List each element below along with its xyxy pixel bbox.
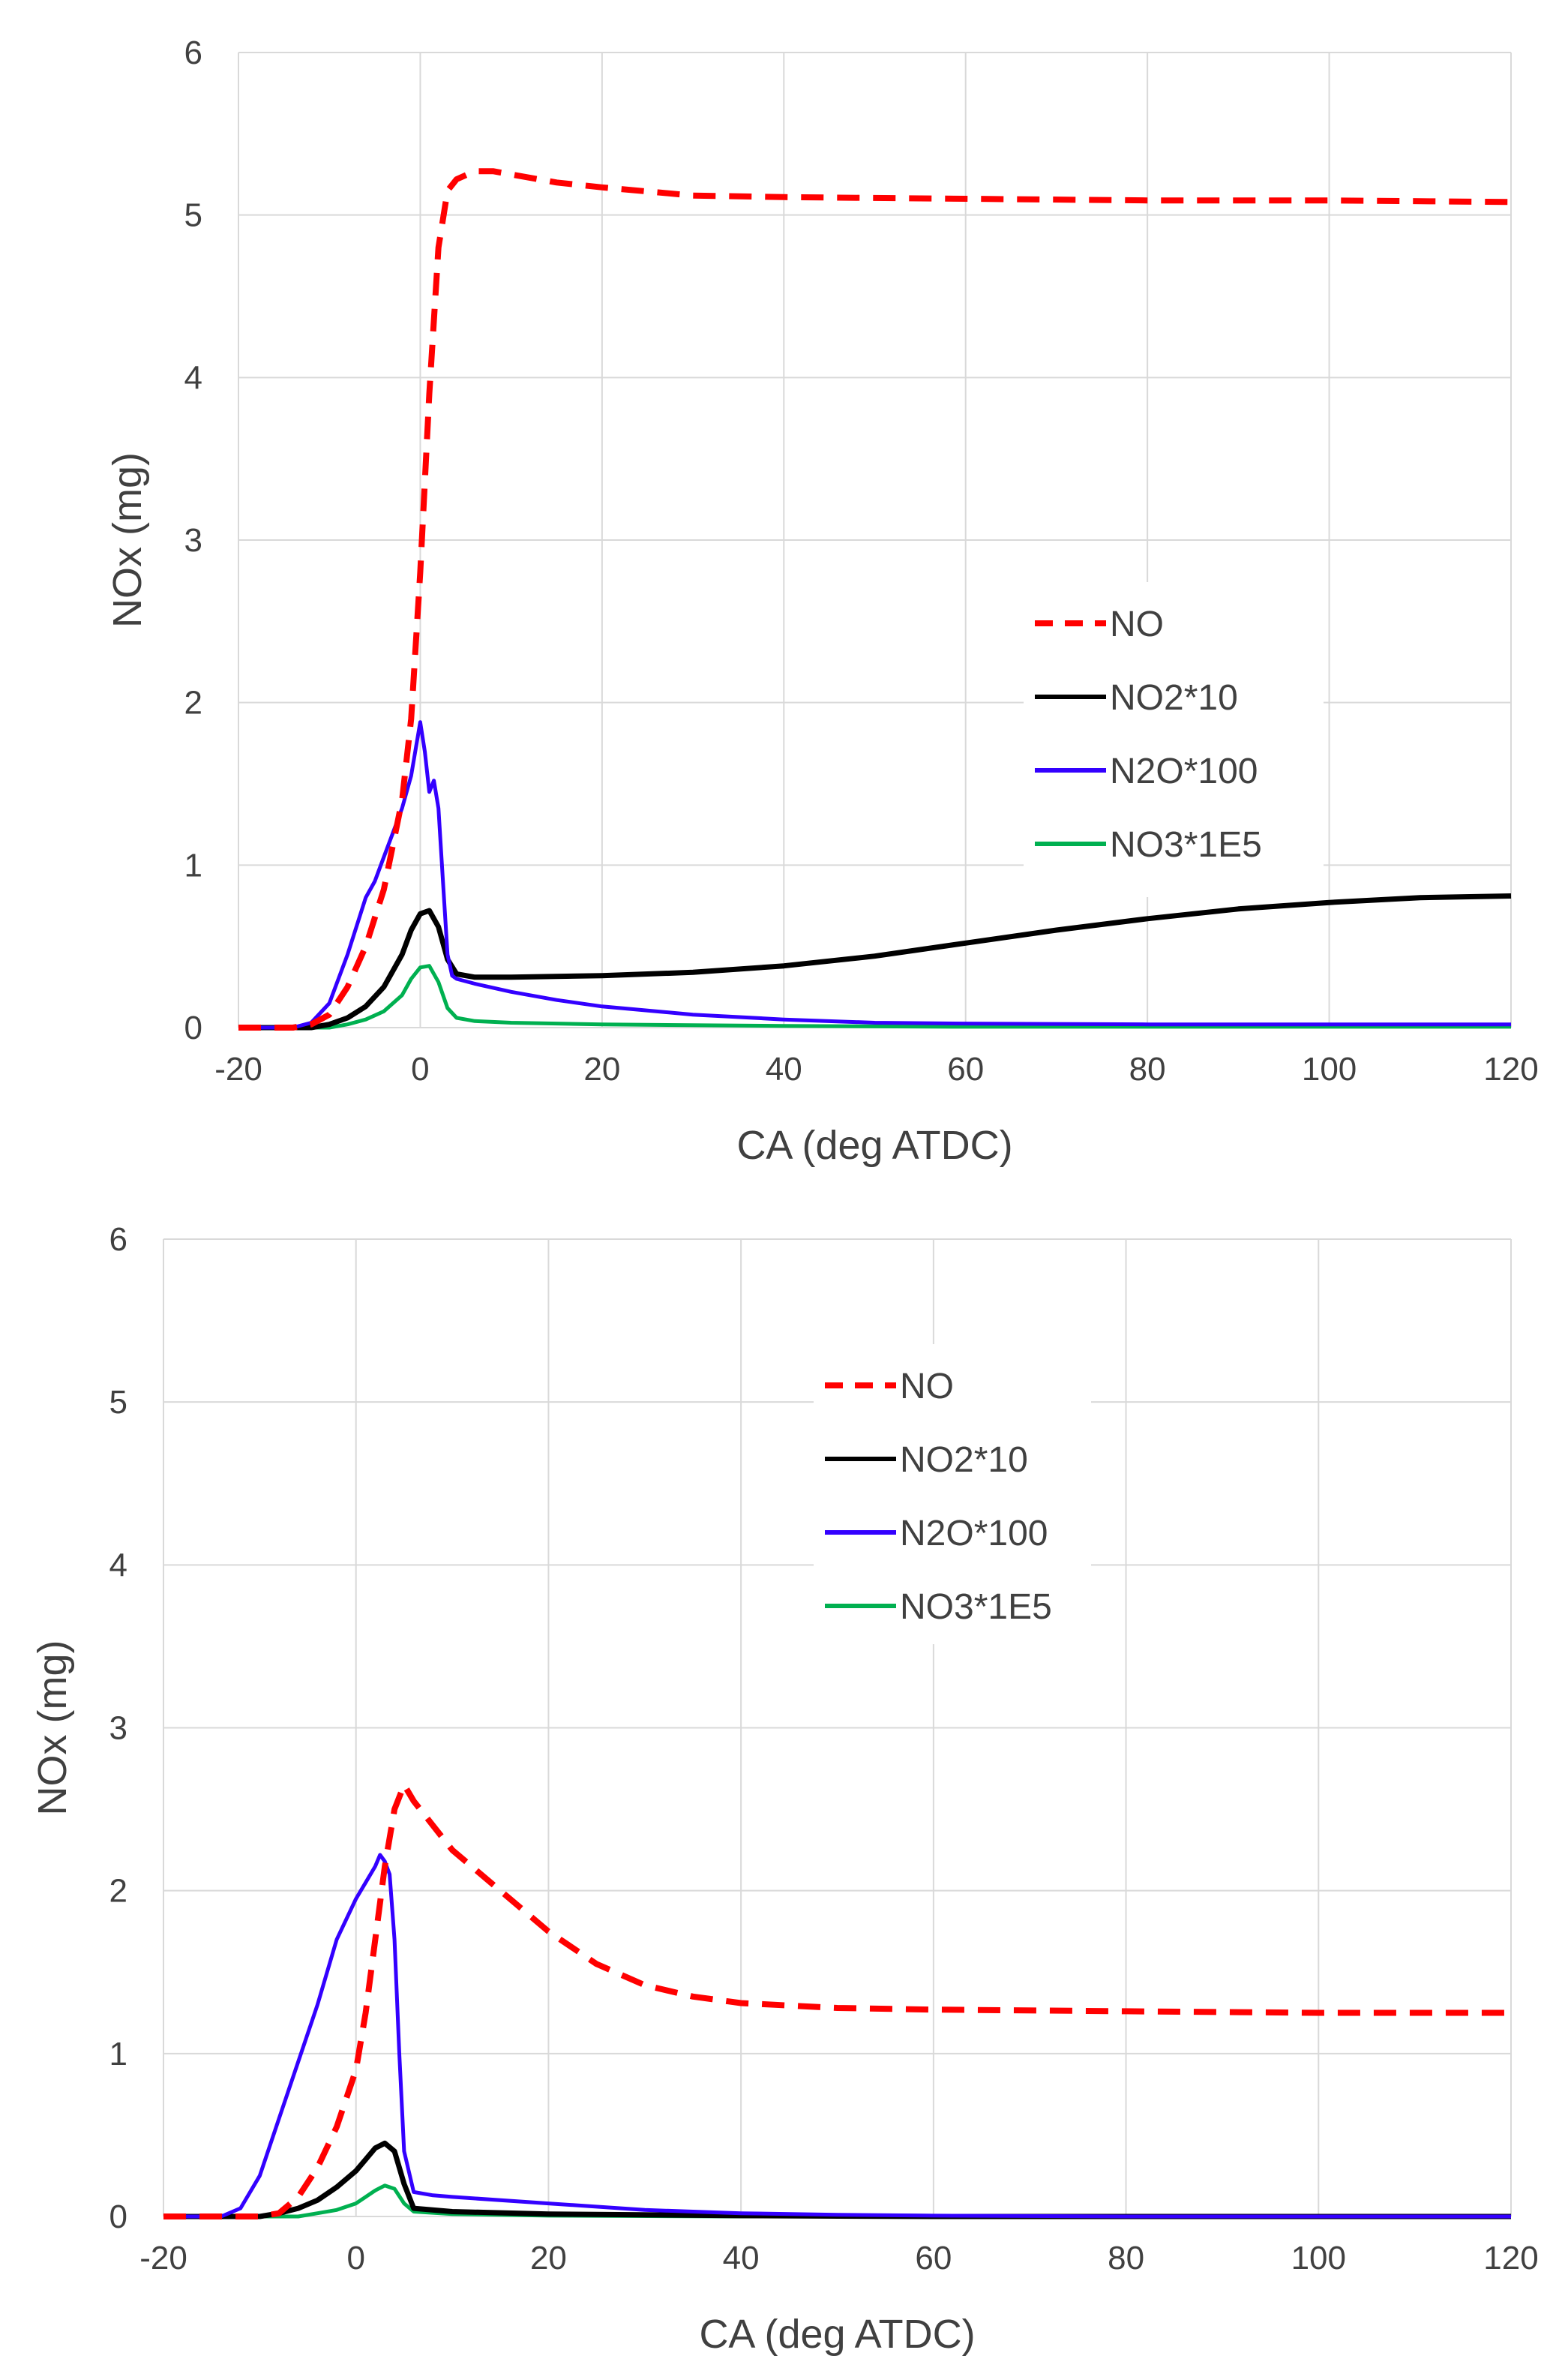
- top-xtick-label-6: 100: [1302, 1051, 1357, 1088]
- bottom-legend: NO NO2*10 N2O*100 NO3*1E5: [814, 1344, 1091, 1644]
- top-xtick-label-7: 120: [1483, 1051, 1538, 1088]
- top-series-line-n2o-100: [238, 720, 1511, 1030]
- bottom-legend-label-1: NO2*10: [900, 1440, 1028, 1480]
- bottom-legend-label-2: N2O*100: [900, 1514, 1048, 1553]
- top-xtick-label-2: 20: [583, 1051, 620, 1088]
- bottom-x-axis-title: CA (deg ATDC): [699, 2312, 975, 2357]
- chart-bottom: -20 0 20 40 60 80 100 120 0 1 2 3 4 5 6 CA (deg ATDC) NO…: [0, 1187, 1568, 2373]
- top-xtick-label-5: 80: [1129, 1051, 1166, 1088]
- bottom-series-line-no: [163, 1781, 1511, 2219]
- top-legend-label-2: N2O*100: [1110, 752, 1258, 791]
- top-xtick-label-0: -20: [214, 1051, 262, 1088]
- bottom-series-line-n2o-100: [163, 1853, 1511, 2219]
- top-series-line-no2-10: [238, 893, 1512, 1031]
- bottom-xtick-label-0: -20: [139, 2240, 187, 2276]
- bottom-xtick-label-3: 40: [723, 2240, 760, 2276]
- top-ytick-label-5: 5: [184, 197, 202, 234]
- bottom-y-axis-title: NOx (mg): [30, 1640, 75, 1816]
- top-tick-labels: -20 0 20 40 60 80 100 120 0 1 2 3 4 5 6: [184, 35, 1539, 1088]
- top-series-line-no3-1e5: [238, 964, 1511, 1030]
- bottom-ytick-label-4: 4: [109, 1547, 127, 1583]
- top-legend-label-0: NO: [1110, 605, 1164, 644]
- bottom-ytick-label-0: 0: [109, 2198, 127, 2235]
- bottom-xtick-label-5: 80: [1108, 2240, 1144, 2276]
- bottom-ytick-label-6: 6: [109, 1221, 127, 1258]
- bottom-tick-labels: -20 0 20 40 60 80 100 120 0 1 2 3 4 5 6: [109, 1221, 1539, 2276]
- bottom-legend-box: [814, 1344, 1091, 1644]
- top-ytick-label-4: 4: [184, 359, 202, 396]
- bottom-xtick-label-4: 60: [915, 2240, 952, 2276]
- bottom-ytick-label-3: 3: [109, 1710, 127, 1747]
- chart-bottom-svg: -20 0 20 40 60 80 100 120 0 1 2 3 4 5 6 CA (deg ATDC) NO…: [30, 1221, 1539, 2357]
- bottom-series-line-no2-10: [163, 2140, 1511, 2219]
- bottom-ytick-label-2: 2: [109, 1873, 127, 1910]
- bottom-gridlines: [163, 1238, 1512, 2217]
- top-gridlines: [238, 52, 1512, 1028]
- top-xtick-label-4: 60: [947, 1051, 984, 1088]
- bottom-xtick-label-6: 100: [1291, 2240, 1346, 2276]
- top-xtick-label-3: 40: [766, 1051, 802, 1088]
- top-legend-label-3: NO3*1E5: [1110, 825, 1262, 865]
- top-xtick-label-1: 0: [411, 1051, 429, 1088]
- top-ytick-label-1: 1: [184, 847, 202, 884]
- top-series-line-no: [238, 168, 1512, 1031]
- bottom-legend-label-3: NO3*1E5: [900, 1587, 1052, 1627]
- top-ytick-label-3: 3: [184, 522, 202, 559]
- top-ytick-label-2: 2: [184, 685, 202, 722]
- bottom-ytick-label-1: 1: [109, 2036, 127, 2072]
- bottom-series-line-no3-1e5: [163, 2183, 1511, 2219]
- bottom-xtick-label-2: 20: [530, 2240, 567, 2276]
- bottom-ytick-label-5: 5: [109, 1384, 127, 1421]
- bottom-legend-label-0: NO: [900, 1367, 954, 1406]
- top-y-axis-title: NOx (mg): [105, 452, 150, 628]
- top-x-axis-title: CA (deg ATDC): [736, 1123, 1012, 1168]
- bottom-xtick-label-1: 0: [346, 2240, 364, 2276]
- top-ytick-label-6: 6: [184, 35, 202, 71]
- top-legend-label-1: NO2*10: [1110, 678, 1238, 718]
- bottom-xtick-label-7: 120: [1483, 2240, 1538, 2276]
- chart-top: -20 0 20 40 60 80 100 120 0 1 2 3 4 5 6 CA (deg ATDC) NO…: [0, 0, 1568, 1187]
- chart-top-svg: -20 0 20 40 60 80 100 120 0 1 2 3 4 5 6 CA (deg ATDC) NO…: [105, 35, 1539, 1168]
- top-ytick-label-0: 0: [184, 1010, 202, 1046]
- top-legend: NO NO2*10 N2O*100 NO3*1E5: [1024, 582, 1324, 897]
